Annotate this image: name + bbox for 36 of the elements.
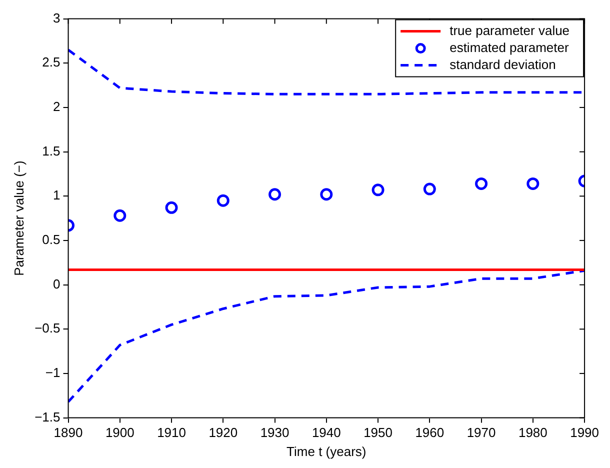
x-axis-title: Time t (years) xyxy=(286,444,366,459)
y-tick-label: 1.5 xyxy=(42,143,60,158)
x-tick-label: 1960 xyxy=(415,425,444,440)
y-tick-label: 3 xyxy=(53,10,60,26)
x-tick-label: 1900 xyxy=(105,425,134,440)
y-tick-label: 0 xyxy=(53,276,60,292)
x-tick-label: 1950 xyxy=(364,425,392,440)
x-tick-label: 1930 xyxy=(260,425,290,440)
x-tick-label: 1890 xyxy=(54,425,83,440)
line-series xyxy=(68,269,585,404)
y-tick-label: 2.5 xyxy=(42,54,60,70)
point xyxy=(423,182,436,196)
legend-label: true parameter value xyxy=(450,22,570,38)
x-tick-label: 1910 xyxy=(157,425,186,440)
point xyxy=(216,194,230,207)
legend-label: estimated parameter xyxy=(450,40,570,55)
y-tick-label: −1 xyxy=(45,365,60,380)
x-tick-label: 1980 xyxy=(518,425,548,440)
point xyxy=(165,201,178,214)
y-tick-label: 0.5 xyxy=(42,232,60,248)
point xyxy=(268,188,282,201)
y-tick-label: −1.5 xyxy=(34,409,60,424)
x-tick-label: 1920 xyxy=(208,425,238,440)
point xyxy=(114,209,126,222)
y-tick-label: −0.5 xyxy=(34,320,60,336)
point xyxy=(475,177,488,190)
y-tick-label: 1 xyxy=(53,188,60,203)
point xyxy=(372,184,384,196)
point xyxy=(320,188,333,201)
x-tick-label: 1970 xyxy=(466,425,496,440)
x-tick-label: 1990 xyxy=(570,425,599,440)
y-axis-title: Parameter value (−) xyxy=(11,160,26,276)
y-tick-label: 2 xyxy=(53,99,60,114)
point xyxy=(526,177,540,190)
x-tick-label: 1940 xyxy=(312,425,341,440)
legend-label: standard deviation xyxy=(450,56,556,72)
